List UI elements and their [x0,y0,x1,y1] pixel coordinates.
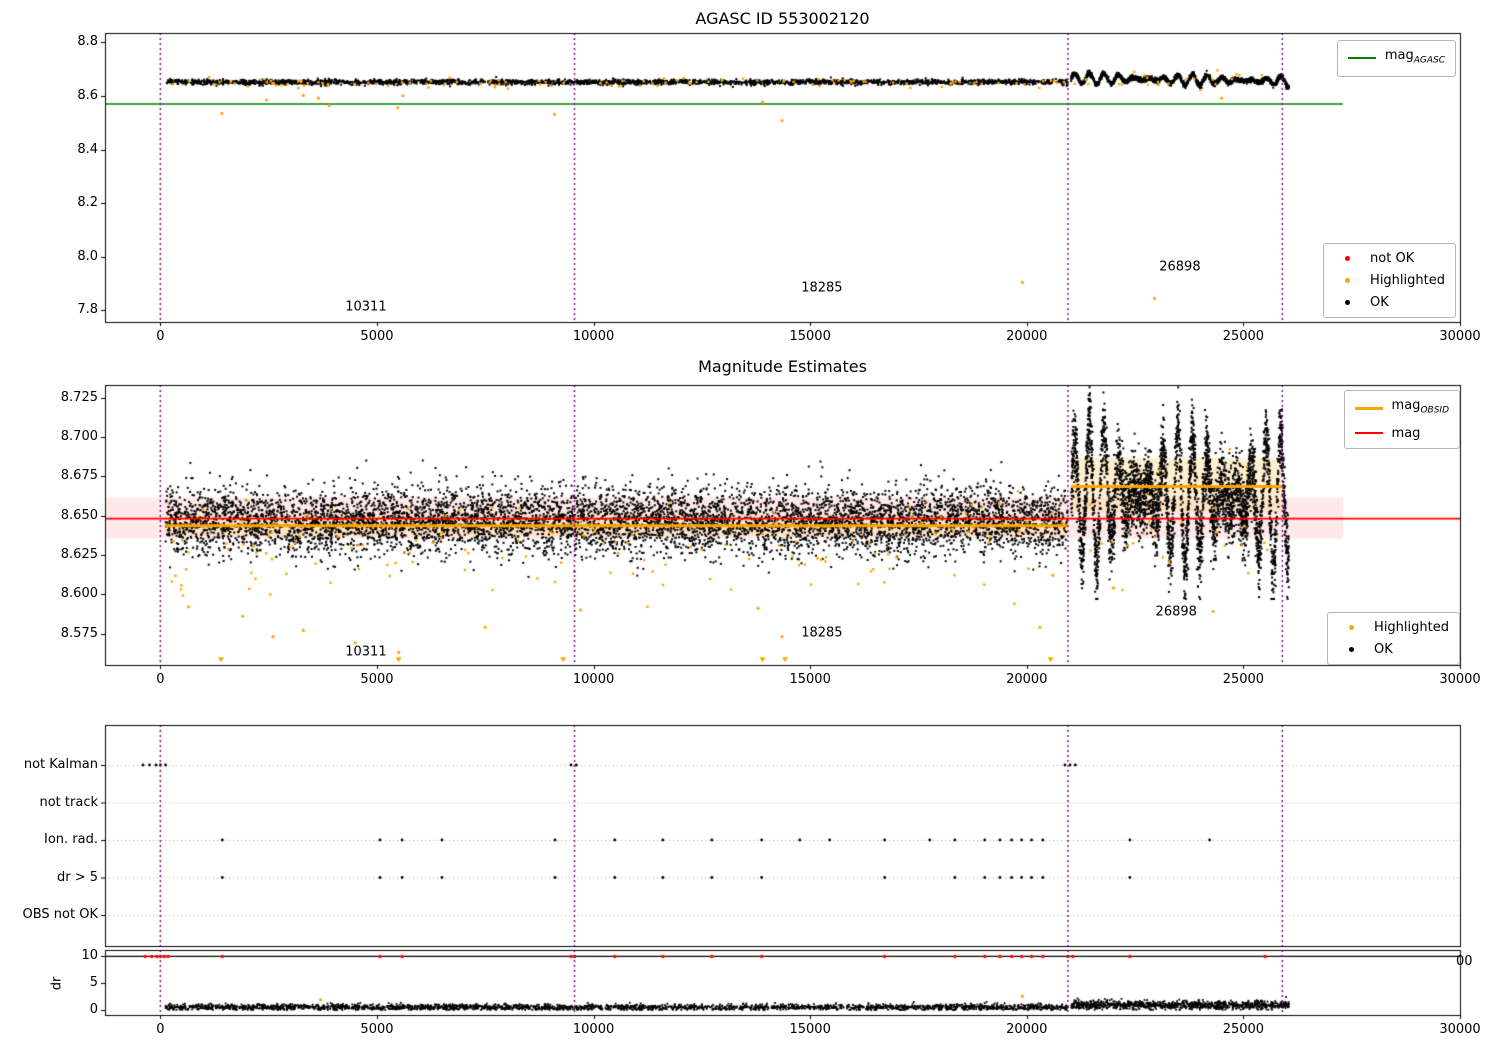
y-tick-label: 8.725 [60,389,98,405]
legend-label-not-ok: not OK [1370,251,1415,266]
mid-ok-marker-icon [1349,647,1355,652]
x-tick-label: 5000 [360,672,394,687]
x-tick-label: 25000 [1222,329,1265,344]
y-tick-label: 8.6 [77,88,98,103]
legend-point-status: not OK Highlighted OK [1323,243,1456,318]
legend-entry-mid-highlighted: Highlighted [1338,620,1449,635]
legend-entry-mag-agasc: magAGASC [1347,48,1445,69]
y-tick-label: 8.675 [60,468,98,484]
legend-label-mag-obsid-prefix: mag [1391,398,1421,413]
obsid-annotation: 10311 [345,299,387,315]
obsid-annotation: 26898 [1155,604,1197,620]
legend-entry-mag: mag [1354,425,1449,441]
legend-label-mag-agasc: magAGASC [1385,48,1445,69]
flag-category-label: OBS not OK [22,907,99,922]
y-tick-label: 8.650 [60,507,98,523]
middle-plot-title: Magnitude Estimates [698,357,867,376]
y-tick-label: 8.700 [60,428,98,444]
legend-label-highlighted: Highlighted [1370,273,1445,288]
x-tick-label: 20000 [1006,672,1048,687]
legend-mag-agasc: magAGASC [1336,40,1456,77]
y-tick-label: 8.625 [60,546,98,562]
x-tick-label: 15000 [789,672,831,687]
ok-marker-icon [1345,300,1351,305]
y-tick-label: 8.0 [77,248,98,264]
obsid-annotation: 10311 [345,644,387,660]
x-tick-label: 15000 [789,1022,831,1037]
y-tick-label: 8.4 [77,141,98,157]
clipped-tick-text: 00 [1456,954,1473,969]
legend-mag-lines: magOBSID mag [1343,390,1460,449]
y-tick-label: 7.8 [77,302,98,318]
x-tick-label: 20000 [1006,1022,1048,1037]
highlighted-marker-icon [1345,278,1351,283]
obsid-annotation: 26898 [1159,259,1201,275]
legend-label-mag-obsid: magOBSID [1392,398,1449,419]
y-tick-label: 8.8 [77,34,98,50]
x-tick-label: 10000 [572,672,615,687]
legend-mid-point-status: Highlighted OK [1327,612,1460,665]
mid-highlighted-marker-icon [1349,625,1355,630]
top-plot-title: AGASC ID 553002120 [695,9,870,28]
x-tick-label: 5000 [360,329,394,344]
x-tick-label: 30000 [1439,1022,1481,1037]
y-tick-label: 8.600 [60,586,98,602]
x-tick-label: 0 [156,1022,165,1037]
flag-category-label: not track [39,794,98,810]
legend-label-mag: mag [1391,425,1421,441]
mag-line-sample-icon [1354,432,1383,435]
legend-label-mag-obsid-sub: OBSID [1420,405,1449,416]
legend-entry-mag-obsid: magOBSID [1354,398,1449,419]
legend-entry-ok: OK [1334,295,1445,310]
x-tick-label: 25000 [1222,672,1265,687]
legend-entry-mid-ok: OK [1338,642,1449,657]
x-tick-label: 10000 [572,329,615,344]
x-tick-label: 5000 [360,1022,394,1037]
x-tick-label: 25000 [1222,1022,1265,1037]
y-tick-label: 8.2 [77,195,98,211]
y-tick-label: 10 [81,948,98,964]
x-tick-label: 30000 [1439,672,1481,687]
legend-label-mid-highlighted: Highlighted [1374,620,1449,635]
not-ok-marker-icon [1345,256,1351,261]
x-tick-label: 0 [156,329,165,344]
legend-label-ok: OK [1370,295,1389,310]
legend-label-mid-ok: OK [1374,642,1393,657]
obsid-annotation: 18285 [801,625,843,641]
flag-category-label: dr > 5 [56,869,98,885]
legend-entry-not-ok: not OK [1334,251,1445,266]
legend-label-mag-agasc-prefix: mag [1384,48,1414,63]
x-tick-label: 0 [156,672,165,687]
legend-entry-highlighted: Highlighted [1334,273,1445,288]
y-tick-label: 5 [89,975,98,991]
obsid-annotation: 18285 [801,280,843,296]
flag-category-label: not Kalman [23,757,98,772]
x-tick-label: 20000 [1006,329,1048,344]
y-tick-label: 0 [89,1002,98,1018]
mag-obsid-line-sample-icon [1354,406,1383,410]
legend-label-mag-agasc-sub: AGASC [1413,55,1445,66]
y-tick-label: 8.575 [60,625,98,641]
x-tick-label: 15000 [789,329,831,344]
x-tick-label: 10000 [572,1022,615,1037]
mag-agasc-line-sample-icon [1347,57,1376,60]
flag-category-label: Ion. rad. [44,832,98,847]
x-tick-label: 30000 [1439,329,1481,344]
